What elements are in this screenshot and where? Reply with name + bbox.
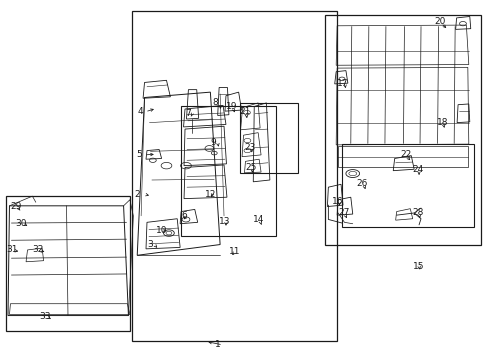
Bar <box>132 12 336 341</box>
Text: 18: 18 <box>436 118 447 127</box>
Text: 21: 21 <box>239 107 250 116</box>
Bar <box>325 15 480 244</box>
Text: 19: 19 <box>225 102 237 111</box>
Bar <box>181 107 276 235</box>
Text: 33: 33 <box>40 312 51 321</box>
Text: 24: 24 <box>412 165 423 174</box>
Text: 28: 28 <box>412 208 423 217</box>
Text: 26: 26 <box>356 179 367 188</box>
Text: 32: 32 <box>32 246 43 255</box>
Text: 30: 30 <box>15 219 27 228</box>
Bar <box>341 144 473 226</box>
Text: 8: 8 <box>212 98 218 107</box>
Text: 11: 11 <box>228 247 240 256</box>
Text: 13: 13 <box>219 217 230 226</box>
Text: 25: 25 <box>245 163 256 172</box>
Text: 14: 14 <box>253 215 264 224</box>
Text: 7: 7 <box>184 109 190 118</box>
Text: 3: 3 <box>147 240 152 249</box>
Text: 27: 27 <box>337 208 349 217</box>
Text: 2: 2 <box>135 190 140 199</box>
Text: 10: 10 <box>156 226 167 235</box>
Text: 23: 23 <box>244 143 255 152</box>
Text: 17: 17 <box>336 79 348 88</box>
Text: 4: 4 <box>137 107 142 116</box>
Text: 15: 15 <box>412 262 424 271</box>
Text: 9: 9 <box>210 138 216 147</box>
Text: 16: 16 <box>331 197 343 206</box>
Text: 5: 5 <box>136 150 142 159</box>
Text: 20: 20 <box>434 17 445 26</box>
Text: 1: 1 <box>215 341 221 350</box>
Bar <box>5 196 130 330</box>
Bar <box>239 103 298 173</box>
Text: 12: 12 <box>204 190 215 199</box>
Text: 29: 29 <box>10 202 22 211</box>
Text: 22: 22 <box>400 150 411 159</box>
Text: 6: 6 <box>181 211 186 220</box>
Text: 31: 31 <box>6 246 18 255</box>
